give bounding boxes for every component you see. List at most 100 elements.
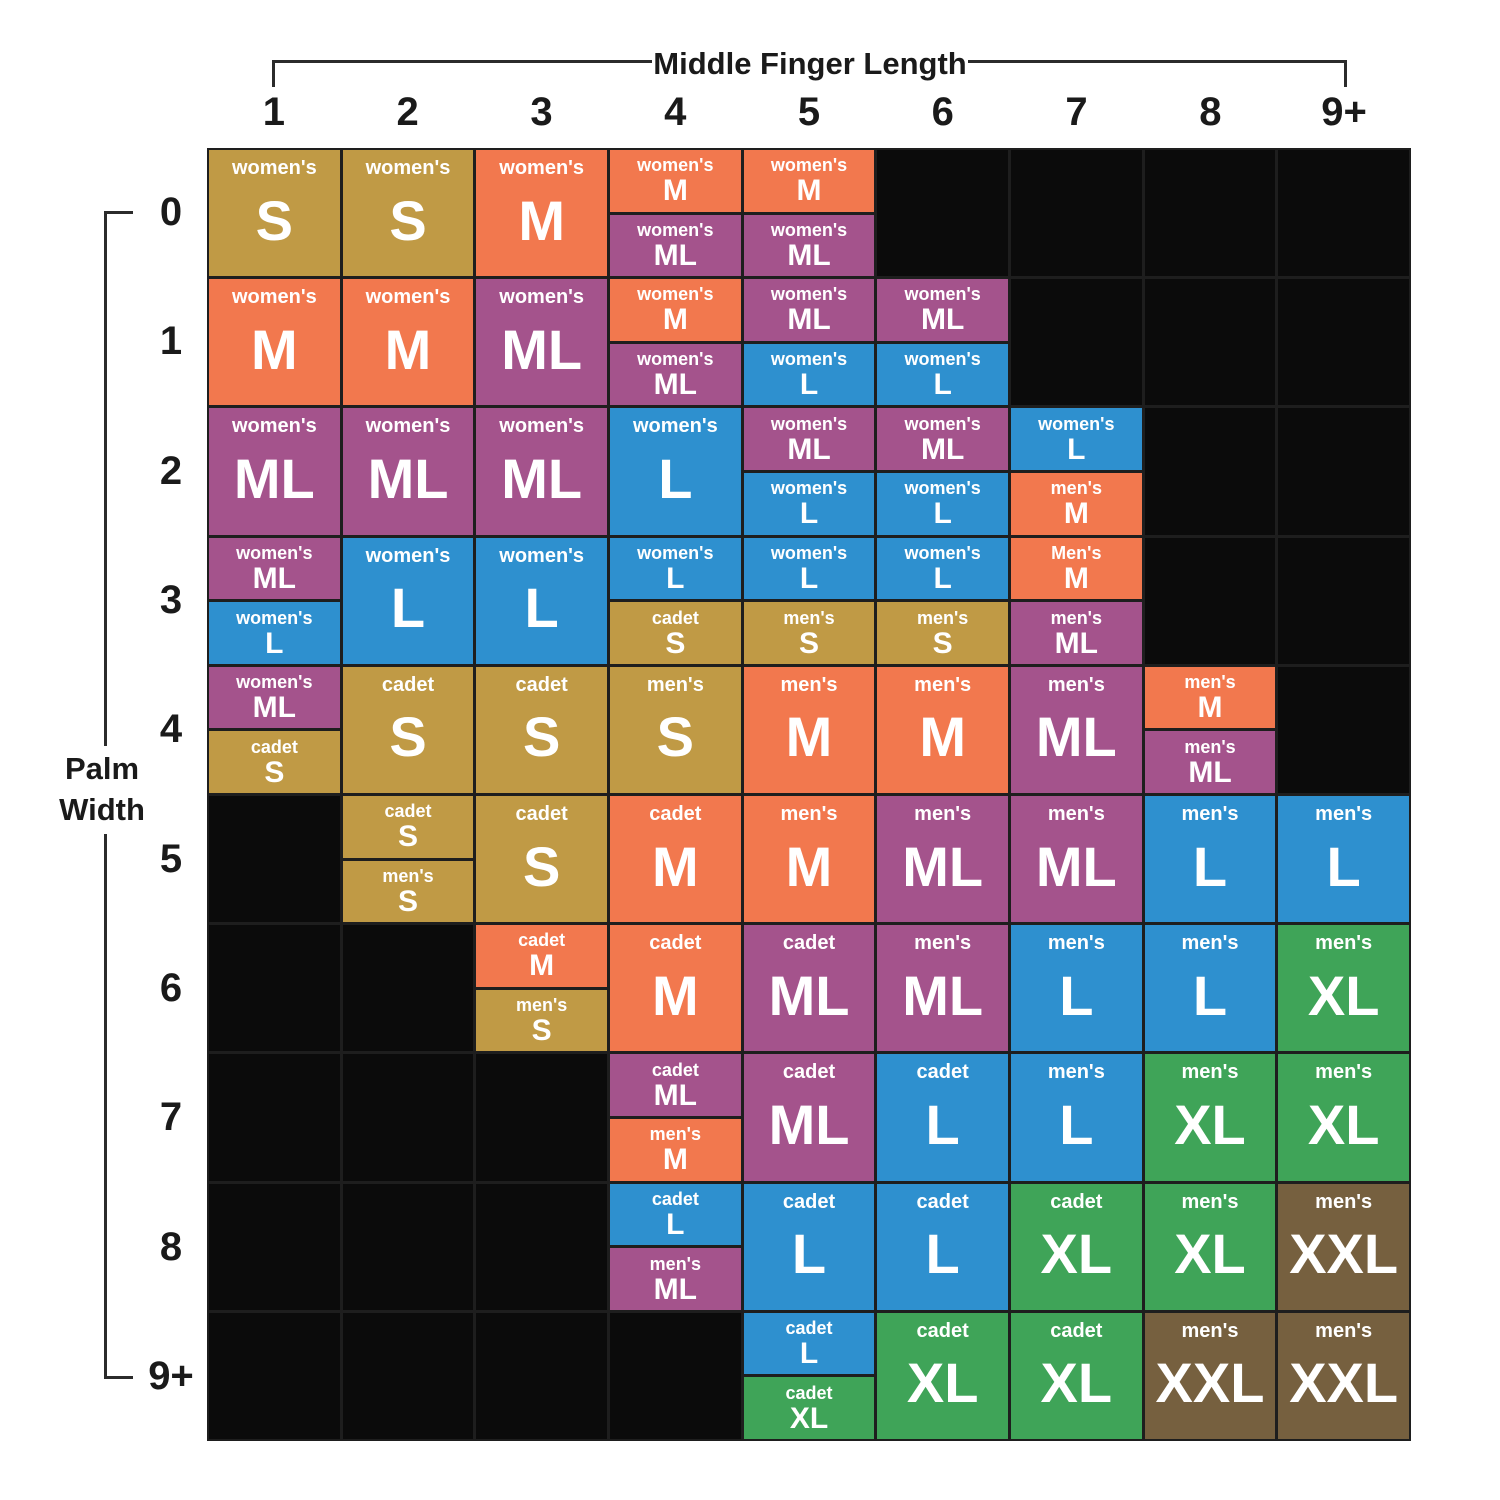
grid-cell: women's ML women's L bbox=[743, 408, 875, 535]
category-label: women's bbox=[231, 286, 317, 309]
grid-cell: women's ML bbox=[209, 408, 340, 535]
category-label: women's bbox=[365, 286, 451, 309]
grid-cell-empty bbox=[1278, 279, 1409, 406]
size-value: L bbox=[1326, 834, 1361, 898]
size-value: ML bbox=[902, 963, 984, 1027]
category-label: cadet bbox=[785, 1382, 833, 1403]
size-value-wrap: M bbox=[877, 696, 1008, 793]
grid-subcell: women's ML bbox=[610, 211, 741, 277]
size-value: L bbox=[933, 561, 952, 595]
grid-cell: men's XXL bbox=[1278, 1183, 1409, 1310]
grid-cell: women's M bbox=[342, 279, 474, 406]
grid-cell: cadet M bbox=[610, 795, 741, 923]
grid-subcell: women's ML bbox=[610, 340, 741, 406]
grid-subcell: men's M bbox=[610, 1116, 741, 1181]
category-label: men's bbox=[649, 1124, 701, 1145]
grid-cell: men's XL bbox=[1144, 1183, 1276, 1310]
size-value: M bbox=[662, 174, 688, 208]
size-value: L bbox=[265, 626, 284, 660]
size-value-wrap: L bbox=[877, 1083, 1008, 1180]
size-value: S bbox=[656, 705, 694, 769]
size-value: ML bbox=[787, 238, 831, 272]
size-value: S bbox=[389, 705, 427, 769]
grid-cell-empty bbox=[1278, 408, 1409, 535]
category-label: cadet bbox=[782, 932, 836, 955]
grid-cell: women's S bbox=[209, 150, 340, 277]
size-value-wrap: XL bbox=[1278, 954, 1409, 1051]
category-label: men's bbox=[780, 802, 838, 825]
size-value: ML bbox=[768, 963, 850, 1027]
category-label: women's bbox=[637, 284, 714, 305]
category-label: women's bbox=[236, 672, 313, 693]
size-value: ML bbox=[653, 1078, 697, 1112]
size-value: ML bbox=[921, 303, 965, 337]
grid-cell-empty bbox=[1144, 537, 1276, 664]
size-value-wrap: S bbox=[209, 179, 340, 276]
size-value: S bbox=[531, 1014, 552, 1048]
size-value-wrap: L bbox=[1278, 825, 1409, 922]
category-label: men's bbox=[1315, 1319, 1373, 1342]
category-label: men's bbox=[516, 995, 568, 1016]
y-axis-bracket-upper bbox=[104, 211, 107, 746]
category-label: women's bbox=[499, 544, 585, 567]
grid-cell: cadet XL bbox=[877, 1312, 1008, 1439]
category-label: cadet bbox=[785, 1318, 833, 1339]
grid-cell: men's S bbox=[610, 666, 741, 793]
size-value: L bbox=[799, 497, 819, 531]
category-label: women's bbox=[637, 542, 714, 563]
size-value: ML bbox=[921, 432, 965, 466]
grid-subcell: men's S bbox=[877, 599, 1008, 664]
grid-subcell: cadet XL bbox=[743, 1374, 875, 1439]
category-label: women's bbox=[365, 415, 451, 438]
grid-subcell: men's S bbox=[342, 857, 474, 923]
size-value: ML bbox=[233, 446, 315, 510]
category-label: women's bbox=[904, 349, 981, 370]
grid-subcell: Men's M bbox=[1011, 537, 1142, 600]
size-value-wrap: XL bbox=[1145, 1213, 1276, 1310]
grid-cell-empty bbox=[209, 1054, 340, 1181]
size-value-wrap: S bbox=[343, 696, 474, 793]
grid-cell: women's ML women's L bbox=[877, 408, 1008, 535]
grid-cell-empty bbox=[1011, 150, 1142, 277]
size-value: M bbox=[796, 174, 822, 208]
category-label: women's bbox=[365, 157, 451, 179]
category-label: men's bbox=[780, 673, 838, 696]
grid-subcell: women's ML bbox=[743, 211, 875, 277]
grid-cell-empty bbox=[1278, 150, 1409, 277]
y-tick-label: 1 bbox=[159, 319, 183, 364]
size-value: XL bbox=[906, 1351, 979, 1415]
category-label: women's bbox=[904, 542, 981, 563]
size-value: S bbox=[264, 755, 285, 789]
grid-cell: men's XL bbox=[1144, 1054, 1276, 1181]
grid-cell-empty bbox=[1144, 279, 1276, 406]
size-value: S bbox=[397, 884, 418, 918]
grid-cell: cadet S bbox=[476, 666, 607, 793]
grid-cell: men's ML bbox=[877, 925, 1008, 1052]
category-label: men's bbox=[914, 802, 972, 825]
size-value-wrap: XL bbox=[1011, 1342, 1142, 1439]
grid-cell-empty bbox=[476, 1312, 607, 1439]
grid-subcell: women's L bbox=[1011, 408, 1142, 470]
grid-cell-empty bbox=[209, 925, 340, 1052]
x-axis-tick-labels: 1 2 3 4 5 6 7 8 9+ bbox=[207, 86, 1411, 138]
category-label: women's bbox=[904, 413, 981, 434]
size-value-wrap: M bbox=[209, 308, 340, 405]
size-value: S bbox=[389, 188, 427, 252]
grid-cell-empty bbox=[209, 1312, 340, 1439]
category-label: women's bbox=[637, 349, 714, 370]
size-value: L bbox=[1059, 1092, 1094, 1156]
size-value: ML bbox=[1054, 626, 1098, 660]
size-value: L bbox=[1059, 963, 1094, 1027]
size-value: L bbox=[1192, 834, 1228, 898]
size-value: XL bbox=[1040, 1222, 1113, 1286]
size-value-wrap: XL bbox=[877, 1342, 1008, 1439]
grid-subcell: women's L bbox=[743, 537, 875, 600]
category-label: women's bbox=[904, 478, 981, 499]
grid-subcell: cadet S bbox=[610, 599, 741, 664]
size-value: XXL bbox=[1289, 1222, 1399, 1286]
size-value: S bbox=[798, 626, 819, 660]
category-label: men's bbox=[1047, 802, 1105, 825]
